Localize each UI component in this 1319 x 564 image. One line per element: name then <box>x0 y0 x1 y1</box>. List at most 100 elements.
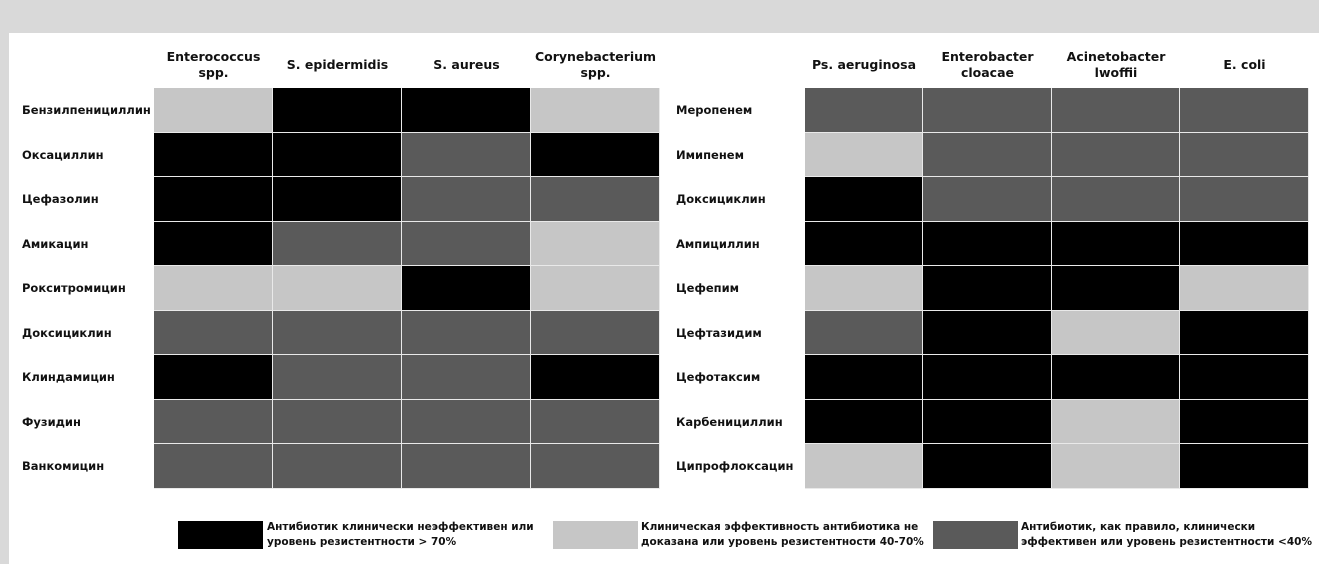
row-label: Амикацин <box>22 236 89 251</box>
heatmap-cell <box>273 355 402 400</box>
heatmap-cell <box>1180 266 1309 311</box>
legend-swatch <box>933 521 1018 549</box>
heatmap-cell <box>273 444 402 489</box>
legend-swatch <box>553 521 638 549</box>
heatmap-cell <box>154 266 273 311</box>
heatmap-cell <box>154 177 273 222</box>
column-header: E. coli <box>1223 57 1266 72</box>
heatmap-cell <box>805 132 923 177</box>
heatmap-cell <box>531 266 660 311</box>
heatmap-cell <box>1052 132 1180 177</box>
row-label: Клиндамицин <box>22 370 115 385</box>
column-header: Acinetobacter lwoffii <box>1066 49 1166 80</box>
legend-label-line: Клиническая эффективность антибиотика не <box>641 521 919 533</box>
heatmap-cell <box>154 310 273 355</box>
heatmap-cell <box>273 266 402 311</box>
heatmap-cell <box>273 310 402 355</box>
row-label: Имипенем <box>676 147 744 162</box>
heatmap-cell <box>154 88 273 133</box>
heatmap-cell <box>273 88 402 133</box>
heatmap-cell <box>402 355 531 400</box>
row-label: Ванкомицин <box>22 459 105 474</box>
heatmap-cell <box>805 355 923 400</box>
heatmap-cell <box>402 310 531 355</box>
heatmap-cell <box>923 310 1052 355</box>
legend-label-line: Антибиотик клинически неэффективен или <box>267 521 534 533</box>
heatmap-cell <box>1180 444 1309 489</box>
heatmap-cell <box>154 399 273 444</box>
heatmap-cell <box>402 444 531 489</box>
heatmap-cell <box>1180 399 1309 444</box>
legend-swatch <box>178 521 263 549</box>
heatmap-cell <box>805 177 923 222</box>
row-label: Ципрофлоксацин <box>676 459 794 474</box>
heatmap-cell <box>273 177 402 222</box>
heatmap-cell <box>805 88 923 133</box>
row-label: Меропенем <box>676 103 753 118</box>
heatmap-cell <box>402 132 531 177</box>
left-border-bar <box>0 33 9 564</box>
heatmap-cell <box>923 355 1052 400</box>
column-header: S. epidermidis <box>286 57 389 72</box>
heatmap-cell <box>402 221 531 266</box>
heatmap-cell <box>154 355 273 400</box>
heatmap-cell <box>531 88 660 133</box>
row-label: Рокситромицин <box>22 281 126 296</box>
heatmap-cell <box>531 310 660 355</box>
heatmap-cell <box>1052 355 1180 400</box>
heatmap-cell <box>923 177 1052 222</box>
heatmap-cell <box>1180 177 1309 222</box>
row-label: Оксациллин <box>22 147 104 162</box>
column-header: Enterobacter cloacae <box>941 49 1034 80</box>
heatmap-cell <box>923 266 1052 311</box>
heatmap-cell <box>402 88 531 133</box>
row-label: Цефтазидим <box>676 325 762 340</box>
heatmap-cell <box>805 221 923 266</box>
heatmap-cell <box>1052 177 1180 222</box>
heatmap-cell <box>531 399 660 444</box>
row-label: Цефепим <box>676 281 740 296</box>
heatmap-cell <box>1052 266 1180 311</box>
legend-label-line: уровень резистентности > 70% <box>267 536 457 548</box>
legend-label-line: Антибиотик, как правило, клинически <box>1021 521 1256 533</box>
heatmap-cell <box>402 177 531 222</box>
heatmap-cell <box>1180 132 1309 177</box>
row-label: Бензилпенициллин <box>22 103 151 118</box>
heatmap-cell <box>402 266 531 311</box>
heatmap-cell <box>402 399 531 444</box>
legend-label-line: доказана или уровень резистентности 40-7… <box>641 536 924 548</box>
row-label: Доксициклин <box>676 192 766 207</box>
heatmap-cell <box>273 221 402 266</box>
heatmap-cell <box>805 266 923 311</box>
heatmap-cell <box>1052 444 1180 489</box>
heatmap-cell <box>1180 221 1309 266</box>
heatmap-cell <box>805 444 923 489</box>
column-header: S. aureus <box>433 57 500 72</box>
heatmap-cell <box>805 310 923 355</box>
heatmap-cell <box>923 132 1052 177</box>
row-label: Карбенициллин <box>676 414 783 429</box>
heatmap-cell <box>154 444 273 489</box>
heatmap-cell <box>154 221 273 266</box>
row-label: Доксициклин <box>22 325 112 340</box>
heatmap-cell <box>1180 355 1309 400</box>
heatmap-cell <box>1052 310 1180 355</box>
heatmap-cell <box>531 221 660 266</box>
heatmap-cell <box>1052 399 1180 444</box>
heatmap-cell <box>1180 310 1309 355</box>
row-label: Цефотаксим <box>676 370 761 385</box>
heatmap-cell <box>805 399 923 444</box>
heatmap-cell <box>923 221 1052 266</box>
heatmap-cell <box>923 399 1052 444</box>
heatmap-cell <box>1052 88 1180 133</box>
column-header: Corynebacterium spp. <box>534 49 657 80</box>
heatmap-cell <box>154 132 273 177</box>
heatmap-cell <box>923 88 1052 133</box>
top-border-bar <box>0 0 1319 33</box>
row-label: Фузидин <box>22 414 81 429</box>
row-label: Ампициллин <box>676 236 760 251</box>
heatmap-cell <box>273 132 402 177</box>
heatmap-cell <box>923 444 1052 489</box>
heatmap-cell <box>1052 221 1180 266</box>
